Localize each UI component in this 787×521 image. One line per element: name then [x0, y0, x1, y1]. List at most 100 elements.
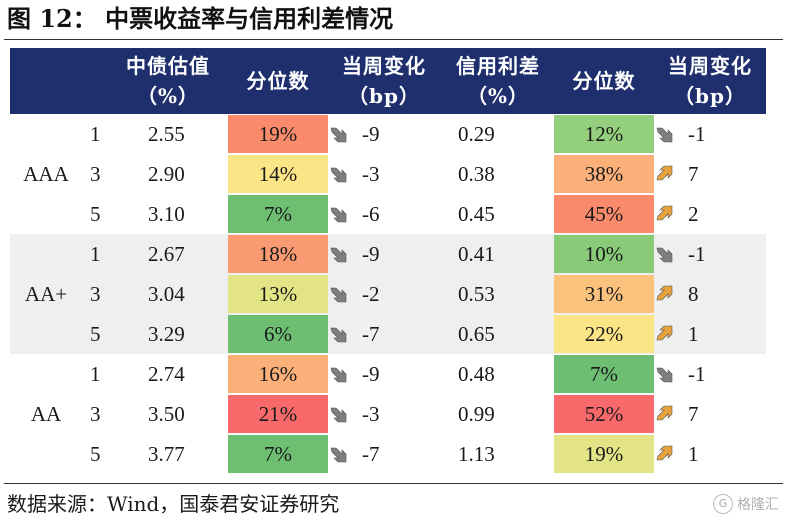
- rating-group-0: AAA 1 2.55 19% -9 0.29 12% -1 3 2.90 14% -3 0.38 38% 7…: [10, 114, 766, 234]
- yield-change-cell: -9: [362, 122, 380, 146]
- arrow-down-icon: [328, 444, 348, 464]
- header-spread-change-line2: （bp）: [674, 84, 746, 108]
- yield-cell: 3.29: [148, 322, 185, 346]
- term-cell: 1: [90, 122, 101, 146]
- header-spread-percentile-label: 分位数: [572, 69, 636, 93]
- yield-change-cell: -2: [362, 282, 380, 306]
- spread-change-cell: 1: [688, 322, 699, 346]
- spread-change-cell: -1: [688, 362, 706, 386]
- spread-cell: 0.99: [458, 402, 495, 426]
- header-spread: 信用利差 （%）: [442, 48, 554, 114]
- term-cell: 3: [90, 282, 101, 306]
- yield-cell: 2.90: [148, 162, 185, 186]
- arrow-down-icon: [654, 244, 674, 264]
- spread-percentile-cell: 12%: [554, 115, 654, 153]
- arrow-down-icon: [328, 244, 348, 264]
- rating-label: AAA: [23, 162, 69, 186]
- yield-cell: 2.74: [148, 362, 185, 386]
- spread-cell: 0.53: [458, 282, 495, 306]
- yield-cell: 3.10: [148, 202, 185, 226]
- header-yield-change: 当周变化 （bp）: [328, 48, 440, 114]
- spread-cell: 0.48: [458, 362, 495, 386]
- arrow-up-icon: [654, 404, 674, 424]
- arrow-down-icon: [328, 324, 348, 344]
- header-yield-change-line2: （bp）: [348, 84, 420, 108]
- spread-percentile-cell: 7%: [554, 355, 654, 393]
- spread-change-cell: 8: [688, 282, 699, 306]
- spread-percentile-cell: 10%: [554, 235, 654, 273]
- rating-group-1: AA+ 1 2.67 18% -9 0.41 10% -1 3 3.04 13% -2 0.53 31% 8…: [10, 234, 766, 354]
- top-rule: [4, 39, 783, 40]
- table-row: 1 2.74 16% -9 0.48 7% -1: [10, 354, 766, 394]
- arrow-up-icon: [654, 204, 674, 224]
- yield-change-cell: -9: [362, 362, 380, 386]
- rating-group-2: AA 1 2.74 16% -9 0.48 7% -1 3 3.50 21% -3 0.99 52% 7 5 3…: [10, 354, 766, 474]
- spread-change-cell: 2: [688, 202, 699, 226]
- arrow-down-icon: [328, 404, 348, 424]
- yield-change-cell: -9: [362, 242, 380, 266]
- table-row: 1 2.55 19% -9 0.29 12% -1: [10, 114, 766, 154]
- watermark-logo-icon: G: [713, 494, 733, 514]
- arrow-up-icon: [654, 324, 674, 344]
- bottom-rule: [4, 483, 783, 484]
- source-note: 数据来源：Wind，国泰君安证券研究: [7, 492, 340, 516]
- table-body: AAA 1 2.55 19% -9 0.29 12% -1 3 2.90 14% -3 0.38 38% 7…: [10, 114, 766, 474]
- header-spread-line2: （%）: [466, 84, 529, 108]
- watermark-text: 格隆汇: [737, 497, 779, 513]
- table-row: 3 3.04 13% -2 0.53 31% 8: [10, 274, 766, 314]
- yield-change-cell: -3: [362, 162, 380, 186]
- yield-percentile-cell: 19%: [228, 115, 328, 153]
- yield-percentile-cell: 18%: [228, 235, 328, 273]
- header-yield: 中债估值 （%）: [110, 48, 226, 114]
- spread-percentile-cell: 22%: [554, 315, 654, 353]
- figure-title: 图 12： 中票收益率与信用利差情况: [7, 4, 394, 33]
- spread-change-cell: -1: [688, 242, 706, 266]
- yield-cell: 2.55: [148, 122, 185, 146]
- term-cell: 3: [90, 402, 101, 426]
- term-cell: 5: [90, 202, 101, 226]
- yield-percentile-cell: 7%: [228, 435, 328, 473]
- yield-change-cell: -7: [362, 442, 380, 466]
- spread-change-cell: 7: [688, 162, 699, 186]
- arrow-down-icon: [328, 124, 348, 144]
- header-spread-line1: 信用利差: [456, 54, 540, 78]
- spread-percentile-cell: 31%: [554, 275, 654, 313]
- header-spread-change: 当周变化 （bp）: [654, 48, 766, 114]
- spread-change-cell: 1: [688, 442, 699, 466]
- spread-cell: 0.29: [458, 122, 495, 146]
- rating-label: AA: [30, 402, 62, 426]
- header-yield-percentile: 分位数: [228, 48, 328, 114]
- arrow-down-icon: [328, 164, 348, 184]
- spread-percentile-cell: 45%: [554, 195, 654, 233]
- arrow-up-icon: [654, 284, 674, 304]
- yield-percentile-cell: 16%: [228, 355, 328, 393]
- arrow-up-icon: [654, 444, 674, 464]
- header-yield-percentile-label: 分位数: [246, 69, 310, 93]
- watermark: G 格隆汇: [713, 494, 779, 514]
- spread-cell: 1.13: [458, 442, 495, 466]
- yield-percentile-cell: 7%: [228, 195, 328, 233]
- spread-change-cell: -1: [688, 122, 706, 146]
- header-yield-line1: 中债估值: [126, 54, 210, 78]
- yield-percentile-cell: 14%: [228, 155, 328, 193]
- yield-percentile-cell: 13%: [228, 275, 328, 313]
- spread-change-cell: 7: [688, 402, 699, 426]
- table-row: 5 3.10 7% -6 0.45 45% 2: [10, 194, 766, 234]
- yield-cell: 2.67: [148, 242, 185, 266]
- yield-percentile-cell: 6%: [228, 315, 328, 353]
- arrow-down-icon: [328, 364, 348, 384]
- term-cell: 5: [90, 442, 101, 466]
- term-cell: 3: [90, 162, 101, 186]
- table-header: 中债估值 （%） 分位数 当周变化 （bp） 信用利差 （%） 分位数 当周变化…: [10, 48, 766, 114]
- arrow-down-icon: [654, 124, 674, 144]
- yield-change-cell: -6: [362, 202, 380, 226]
- rating-label: AA+: [24, 282, 68, 306]
- arrow-up-icon: [654, 164, 674, 184]
- yield-percentile-cell: 21%: [228, 395, 328, 433]
- arrow-down-icon: [328, 284, 348, 304]
- spread-percentile-cell: 52%: [554, 395, 654, 433]
- spread-cell: 0.38: [458, 162, 495, 186]
- yield-change-cell: -3: [362, 402, 380, 426]
- table-row: 1 2.67 18% -9 0.41 10% -1: [10, 234, 766, 274]
- header-spread-change-line1: 当周变化: [668, 54, 752, 78]
